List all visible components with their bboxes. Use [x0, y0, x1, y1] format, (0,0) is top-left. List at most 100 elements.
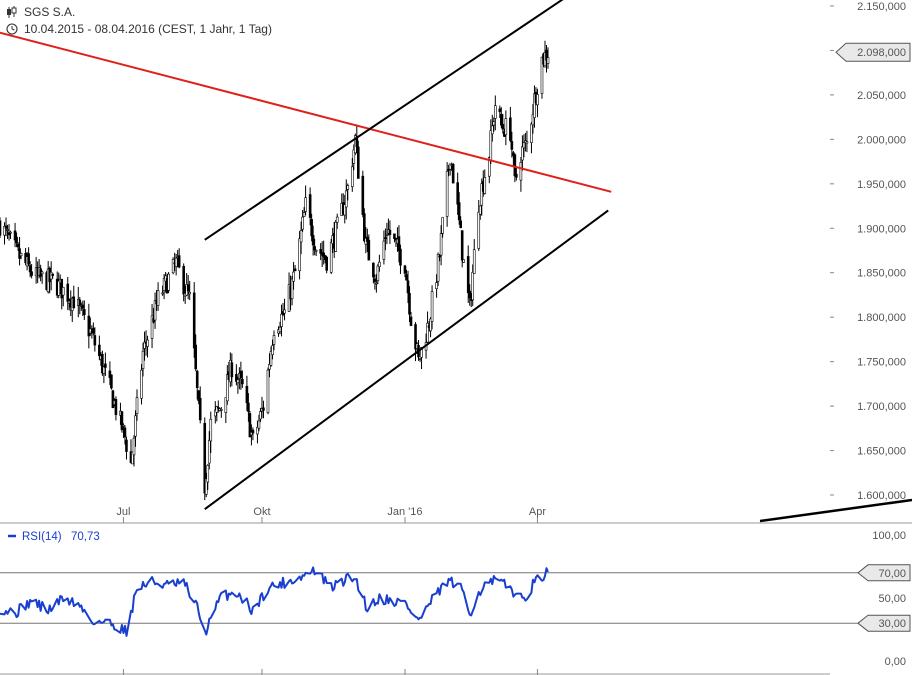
candle-body [344, 190, 348, 208]
candle-body [93, 335, 97, 346]
candlestick-series [0, 40, 550, 501]
candle-body [194, 344, 198, 370]
candle-body [384, 237, 387, 240]
candle-body [257, 420, 261, 429]
candle-body [114, 399, 118, 416]
candle-body [204, 478, 208, 495]
candle-body [451, 163, 455, 184]
candle-body [352, 149, 356, 164]
price-tick-label: 1.700,000 [857, 401, 906, 413]
candle-body [89, 328, 92, 334]
candle-body [104, 363, 107, 368]
candle-body [262, 407, 265, 411]
candle-body [439, 233, 443, 256]
candle-body [19, 253, 23, 257]
candle-body [98, 344, 101, 357]
candle-body [30, 271, 33, 276]
candle-body [131, 451, 134, 465]
rsi-tick-label: 100,00 [872, 530, 906, 542]
candle-body [335, 216, 339, 223]
candle-body [500, 114, 503, 126]
candle-body [385, 234, 389, 236]
candle-body [182, 265, 185, 295]
candle-body [405, 274, 408, 281]
rsi-legend-label: RSI(14) [22, 531, 62, 543]
candle-body [399, 248, 402, 266]
candle-body [298, 238, 301, 272]
candle-body [509, 117, 512, 141]
candle-body [388, 229, 392, 235]
candle-body [206, 464, 210, 483]
candle-body [150, 315, 154, 339]
candle-body [501, 124, 505, 130]
candle-body [15, 236, 18, 244]
candle-body [197, 390, 201, 402]
candle-body [445, 170, 449, 217]
candle-body [293, 268, 297, 272]
candle-body [61, 287, 65, 296]
candle-body [472, 249, 476, 274]
candle-body [92, 328, 95, 334]
candle-body [346, 185, 350, 190]
chart-title: SGS S.A. [24, 5, 75, 19]
rsi-reference-box [857, 614, 911, 632]
candle-body [322, 252, 325, 257]
candle-body [301, 216, 304, 230]
candle-body [375, 282, 378, 285]
trendlines [0, 0, 912, 523]
candle-body [143, 341, 146, 349]
candle-body [162, 278, 166, 291]
candle-body [513, 154, 517, 177]
candle-body [198, 397, 202, 421]
candle-body [239, 370, 243, 379]
candle-body [280, 313, 283, 327]
candle-body [471, 272, 475, 301]
candle-body [343, 204, 347, 216]
candle-body [278, 326, 282, 333]
candle-body [409, 316, 413, 326]
candle-body [28, 265, 32, 273]
price-tick-label: 1.950,000 [857, 179, 906, 191]
candle-body [195, 370, 199, 388]
candle-body [319, 249, 322, 254]
candle-body [531, 114, 535, 126]
candle-body [141, 350, 145, 369]
candle-body [403, 265, 407, 274]
candle-body [0, 220, 2, 236]
time-axis: Jul Okt Jan '16 Apr [116, 506, 546, 675]
candle-body [334, 221, 338, 252]
candle-body [7, 232, 11, 236]
price-tick-label: 2.000,000 [857, 134, 906, 146]
rsi-axis: 0,00 50,00 100,00 [872, 530, 906, 668]
rsi-tick-label: 50,00 [878, 593, 906, 605]
candle-body [363, 213, 366, 242]
candle-body [209, 418, 213, 442]
candle-body [171, 259, 175, 274]
rsi-reference-label: 30,00 [878, 618, 906, 630]
last-price-label: 2.098,000 [857, 47, 906, 59]
candle-body [366, 236, 369, 242]
chart-period: 10.04.2015 - 08.04.2016 (CEST, 1 Jahr, 1… [24, 22, 272, 36]
candle-body [192, 292, 196, 349]
candle-body [459, 220, 462, 229]
channel-lower [204, 209, 609, 511]
price-tick-label: 1.800,000 [857, 312, 906, 324]
candle-body [13, 230, 17, 241]
price-tick-label: 1.900,000 [857, 223, 906, 235]
candle-body [235, 374, 238, 382]
time-tick-label: Jan '16 [387, 506, 422, 518]
candle-body [329, 241, 333, 273]
candle-body [230, 362, 234, 378]
candle-body [299, 230, 303, 243]
rsi-legend: RSI(14) 70,73 [8, 531, 100, 543]
candle-body [361, 175, 365, 215]
candle-body [504, 118, 508, 136]
candle-body [51, 273, 54, 276]
last-price-box [835, 42, 911, 62]
candle-body [530, 123, 533, 143]
rsi-reference-box [857, 564, 911, 582]
candle-body [283, 309, 286, 314]
channel-upper [204, 0, 564, 241]
candle-body [515, 173, 518, 178]
candle-body [156, 290, 160, 306]
